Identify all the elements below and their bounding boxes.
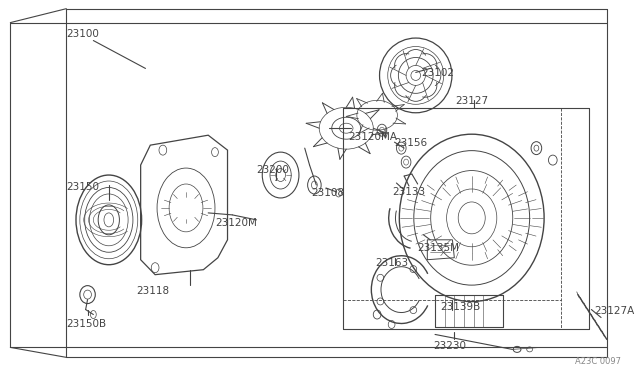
Text: 23118: 23118 xyxy=(136,286,170,296)
Text: 23133: 23133 xyxy=(392,187,426,197)
Text: 23102: 23102 xyxy=(422,68,454,78)
Text: 23150B: 23150B xyxy=(67,320,106,330)
Text: 23127A: 23127A xyxy=(595,305,634,315)
Text: 23150: 23150 xyxy=(66,182,99,192)
Text: 23200: 23200 xyxy=(257,165,289,175)
Text: 23156: 23156 xyxy=(394,138,428,148)
Text: 23135M: 23135M xyxy=(418,243,460,253)
Text: 23127: 23127 xyxy=(455,96,488,106)
Text: 23230: 23230 xyxy=(433,341,466,352)
Text: 23100: 23100 xyxy=(67,29,99,39)
Text: 23108: 23108 xyxy=(312,188,344,198)
Text: 23120M: 23120M xyxy=(215,218,257,228)
Text: 23120MA: 23120MA xyxy=(348,132,397,142)
Text: A23C 0097: A23C 0097 xyxy=(575,357,621,366)
Text: 23139B: 23139B xyxy=(440,302,480,312)
Text: 23163: 23163 xyxy=(375,258,408,268)
